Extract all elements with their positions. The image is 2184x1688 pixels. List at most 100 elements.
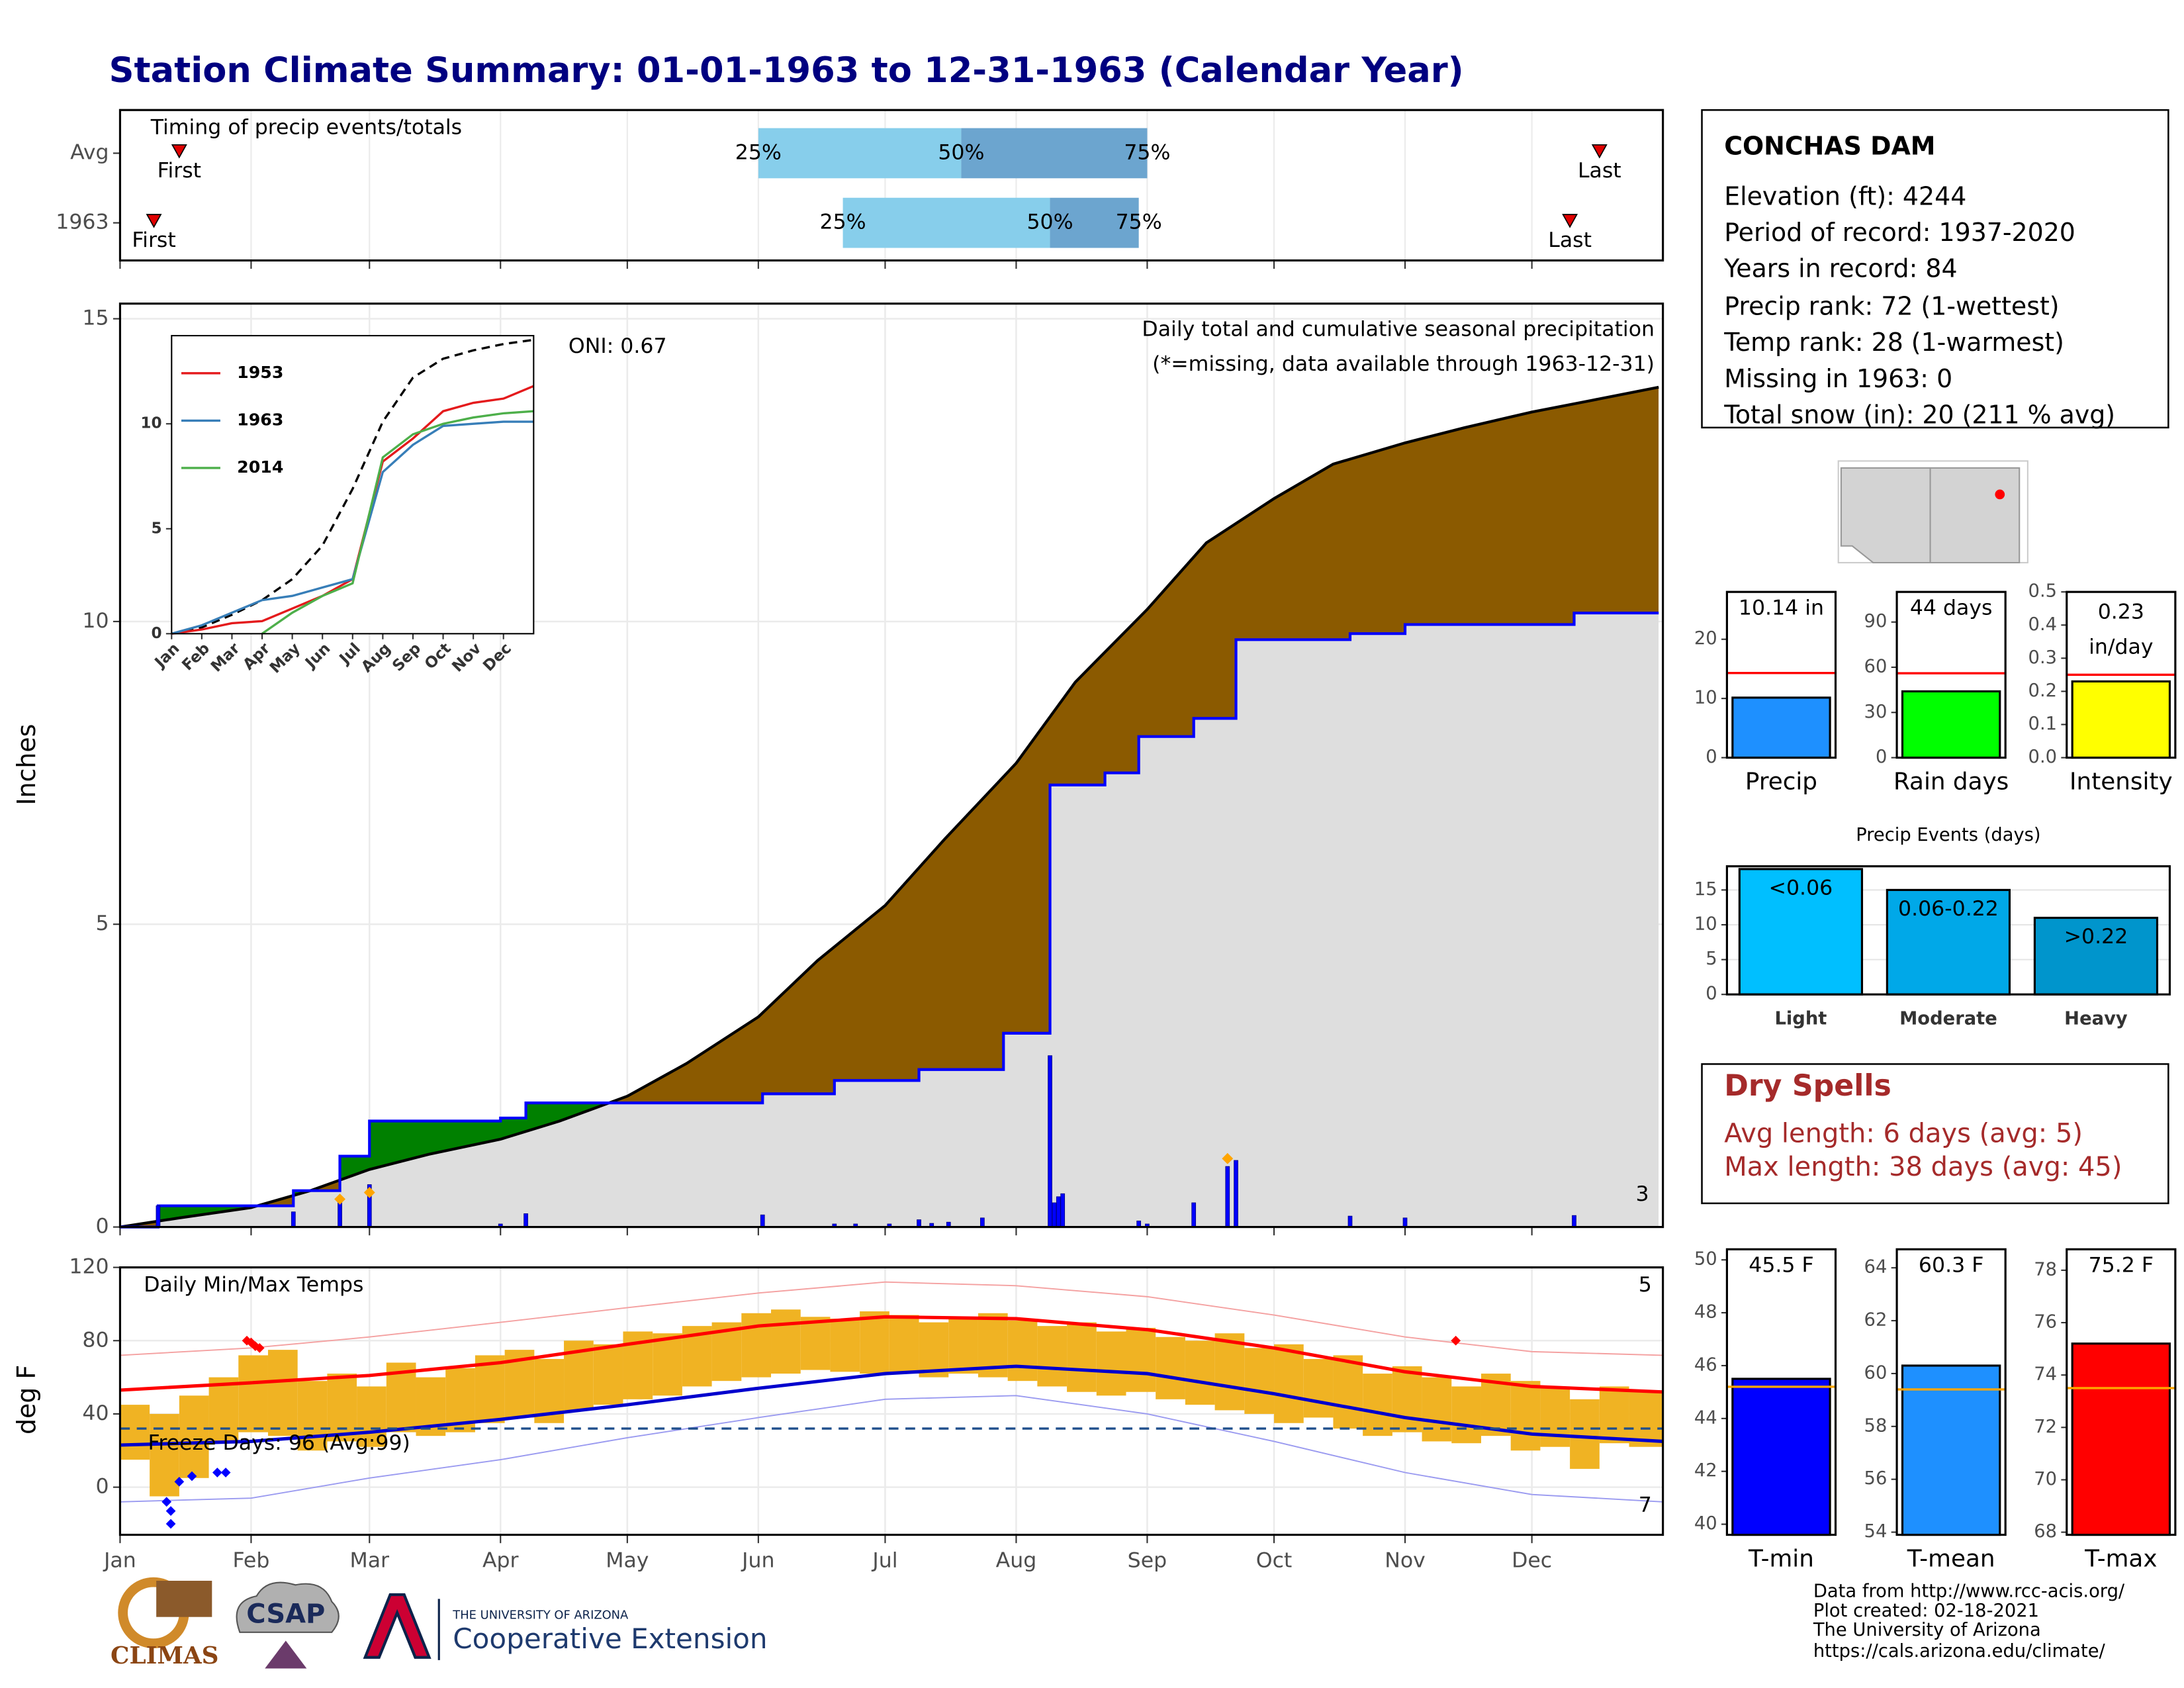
logos: CLIMAS CSAP THE UNIVERSITY OF ARIZONA Co… <box>111 1577 768 1669</box>
y-tick-label: 78 <box>2034 1259 2057 1280</box>
bar <box>1731 1378 1831 1536</box>
y-tick-label: 42 <box>1694 1460 1717 1481</box>
precip-title: Daily total and cumulative seasonal prec… <box>1142 318 1655 342</box>
y-tick-label: 5 <box>1706 949 1717 969</box>
daily-precip-bar <box>1572 1215 1576 1228</box>
state-arizona <box>1840 467 1931 564</box>
station-line: Period of record: 1937-2020 <box>1724 218 2075 247</box>
value-label: 10.14 in <box>1739 596 1824 620</box>
y-tick-label: 46 <box>1694 1354 1717 1375</box>
event-marker <box>1591 144 1608 159</box>
event-label: Last <box>1578 159 1621 183</box>
inset-average-line <box>171 338 534 635</box>
y-tick-label: 44 <box>1694 1407 1717 1428</box>
y-tick-label: 10 <box>82 609 109 633</box>
x-tick-label: Jan <box>103 1549 136 1573</box>
csap-cloud <box>236 1581 340 1633</box>
x-tick-label: Nov <box>1385 1549 1426 1573</box>
y-tick-label: 60 <box>1864 656 1888 677</box>
bar <box>1731 696 1831 759</box>
state-new-mexico <box>1929 467 2021 564</box>
value-label: 75.2 F <box>2089 1254 2154 1278</box>
y-tick-label: 40 <box>82 1401 109 1425</box>
value-label: 44 days <box>1910 596 1993 620</box>
daily-temp-bar <box>327 1374 357 1442</box>
quartile-bar <box>1050 197 1139 248</box>
daily-temp-bar <box>208 1377 239 1442</box>
daily-temp-bar <box>1540 1386 1570 1447</box>
y-tick-label: 58 <box>1864 1415 1888 1436</box>
legend-label: 1963 <box>237 410 283 429</box>
y-tick-label: 62 <box>1864 1310 1888 1331</box>
ua-logo <box>363 1593 432 1659</box>
y-tick-label: 0 <box>96 1475 109 1499</box>
event-label: Last <box>1548 228 1592 252</box>
footer-line: https://cals.arizona.edu/climate/ <box>1813 1641 2106 1662</box>
daily-precip-bar <box>1056 1196 1061 1228</box>
y-tick-label: 15 <box>1694 879 1717 900</box>
daily-precip-bar <box>1191 1202 1197 1228</box>
y-tick-label: 0.3 <box>2028 647 2058 668</box>
value-label-line: in/day <box>2089 635 2153 659</box>
inset-y-tick-label: 10 <box>140 415 161 432</box>
inset-y-tick-label: 0 <box>151 625 161 642</box>
snow-count: 3 <box>1636 1182 1649 1206</box>
panel-frame <box>1725 1248 1837 1536</box>
bar <box>1738 868 1864 996</box>
daily-temp-bar <box>179 1395 209 1478</box>
row-label: Avg <box>70 140 109 164</box>
percent-label: 50% <box>938 140 984 164</box>
daily-temp-bar <box>1629 1391 1663 1447</box>
daily-temp-bar <box>120 1405 150 1460</box>
category-label: T-max <box>2084 1545 2157 1572</box>
station-line: Temp rank: 28 (1-warmest) <box>1723 328 2064 357</box>
x-tick-label: Feb <box>232 1549 269 1573</box>
daily-precip-bar <box>1060 1193 1066 1228</box>
row-label: 1963 <box>56 211 109 234</box>
daily-temp-bar <box>889 1315 919 1374</box>
percent-label: 25% <box>820 211 866 234</box>
x-tick-label: Dec <box>1512 1549 1552 1573</box>
csap-mountain <box>265 1640 307 1669</box>
quartile-bar <box>961 128 1148 179</box>
panel-frame <box>2066 590 2177 759</box>
daily-precip-bar <box>1347 1215 1353 1228</box>
panel-frame <box>1725 865 2171 996</box>
value-label: 60.3 F <box>1919 1254 1983 1278</box>
dry-spells-line: Max length: 38 days (avg: 45) <box>1724 1152 2122 1182</box>
record-high-count: 5 <box>1639 1273 1652 1297</box>
event-label: First <box>132 228 175 252</box>
daily-temp-bar <box>1096 1331 1126 1396</box>
y-tick-label: 0.2 <box>2028 680 2058 701</box>
event-marker <box>1562 214 1578 228</box>
y-tick-label: 76 <box>2034 1312 2057 1333</box>
station-line: Precip rank: 72 (1-wettest) <box>1724 291 2059 320</box>
daily-temp-bar <box>1599 1386 1629 1444</box>
category-label: Moderate <box>1899 1009 1997 1029</box>
station-lines: Elevation (ft): 4244 Period of record: 1… <box>1723 181 2115 429</box>
daily-temp-bar <box>475 1355 505 1423</box>
daily-precip-bar <box>156 1205 161 1228</box>
range-label: <0.06 <box>1769 876 1833 900</box>
y-tick-label: 48 <box>1694 1302 1717 1323</box>
dry-spells-line: Avg length: 6 days (avg: 5) <box>1724 1119 2083 1149</box>
x-tick-label: Jul <box>871 1549 897 1573</box>
daily-temp-bar <box>919 1322 949 1378</box>
footer-line: Data from http://www.rcc-acis.org/ <box>1813 1581 2125 1601</box>
y-tick-label: 56 <box>1864 1468 1888 1489</box>
daily-precip-bar <box>917 1219 921 1228</box>
panel-frame <box>2066 1248 2177 1536</box>
percent-label: 75% <box>1124 140 1170 164</box>
page-title: Station Climate Summary: 01-01-1963 to 1… <box>109 50 1464 91</box>
daily-temp-bar <box>1363 1374 1392 1436</box>
x-tick-label: May <box>606 1549 649 1573</box>
y-tick-label: 60 <box>1864 1362 1888 1383</box>
event-marker <box>171 144 187 159</box>
station-line: Missing in 1963: 0 <box>1724 364 1952 393</box>
quartile-bar <box>842 197 1050 248</box>
daily-precip-bar <box>291 1211 296 1228</box>
category-label: T-min <box>1748 1545 1814 1572</box>
daily-temp-bar <box>1126 1327 1156 1392</box>
y-axis-label: deg F <box>12 1365 41 1434</box>
daily-temp-bar <box>1037 1326 1068 1387</box>
